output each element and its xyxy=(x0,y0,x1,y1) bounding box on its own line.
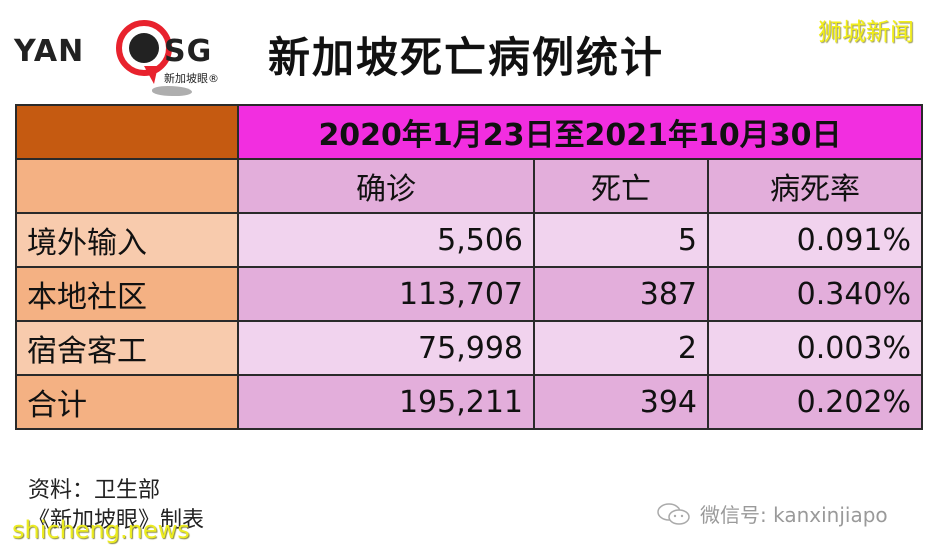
page-title: 新加坡死亡病例统计 xyxy=(268,33,665,82)
deaths-cell: 2 xyxy=(533,320,709,376)
singapore-map-icon xyxy=(152,86,192,96)
fatality-rate-cell: 0.202% xyxy=(707,374,923,430)
logo-subtitle: 新加坡眼® xyxy=(164,72,219,85)
wechat-icon xyxy=(657,502,690,525)
confirmed-cell: 5,506 xyxy=(237,212,535,268)
confirmed-cell: 113,707 xyxy=(237,266,535,322)
column-header-fatality-rate: 病死率 xyxy=(707,158,923,214)
column-header-corner xyxy=(15,158,239,214)
source-line: 资料：卫生部 xyxy=(28,478,161,503)
column-header-row: 确诊 死亡 病死率 xyxy=(15,158,923,214)
row-label: 合计 xyxy=(15,374,239,430)
table-row-total: 合计 195,211 394 0.202% xyxy=(15,374,923,430)
row-label: 本地社区 xyxy=(15,266,239,322)
logo-text-right: SG xyxy=(164,34,213,69)
header-row: 2020年1月23日至2021年10月30日 xyxy=(15,104,923,160)
wechat-watermark: 微信号: kanxinjiapo xyxy=(656,499,888,528)
wechat-id: 微信号: kanxinjiapo xyxy=(700,503,888,527)
fatality-rate-cell: 0.340% xyxy=(707,266,923,322)
table-row: 本地社区 113,707 387 0.340% xyxy=(15,266,923,322)
column-header-deaths: 死亡 xyxy=(533,158,709,214)
fatality-rate-cell: 0.003% xyxy=(707,320,923,376)
logo-text-left: YAN xyxy=(14,34,85,69)
deaths-cell: 394 xyxy=(533,374,709,430)
table-row: 宿舍客工 75,998 2 0.003% xyxy=(15,320,923,376)
row-label: 宿舍客工 xyxy=(15,320,239,376)
pin-tail-icon xyxy=(144,66,158,84)
confirmed-cell: 195,211 xyxy=(237,374,535,430)
watermark-bottom: shicheng.news xyxy=(12,516,190,544)
stats-table: 2020年1月23日至2021年10月30日 确诊 死亡 病死率 境外输入 5,… xyxy=(15,104,923,430)
row-label: 境外输入 xyxy=(15,212,239,268)
fatality-rate-cell: 0.091% xyxy=(707,212,923,268)
source-note: 资料：卫生部 《新加坡眼》制表 xyxy=(28,476,204,536)
deaths-cell: 387 xyxy=(533,266,709,322)
yansg-logo: YAN SG 新加坡眼® xyxy=(14,18,244,96)
confirmed-cell: 75,998 xyxy=(237,320,535,376)
header-corner-cell xyxy=(15,104,239,160)
deaths-cell: 5 xyxy=(533,212,709,268)
credit-line: 《新加坡眼》制表 xyxy=(28,508,205,533)
location-pin-icon xyxy=(116,20,172,76)
period-header: 2020年1月23日至2021年10月30日 xyxy=(237,104,923,160)
column-header-confirmed: 确诊 xyxy=(237,158,535,214)
watermark-top: 狮城新闻 xyxy=(818,18,914,46)
table-row: 境外输入 5,506 5 0.091% xyxy=(15,212,923,268)
